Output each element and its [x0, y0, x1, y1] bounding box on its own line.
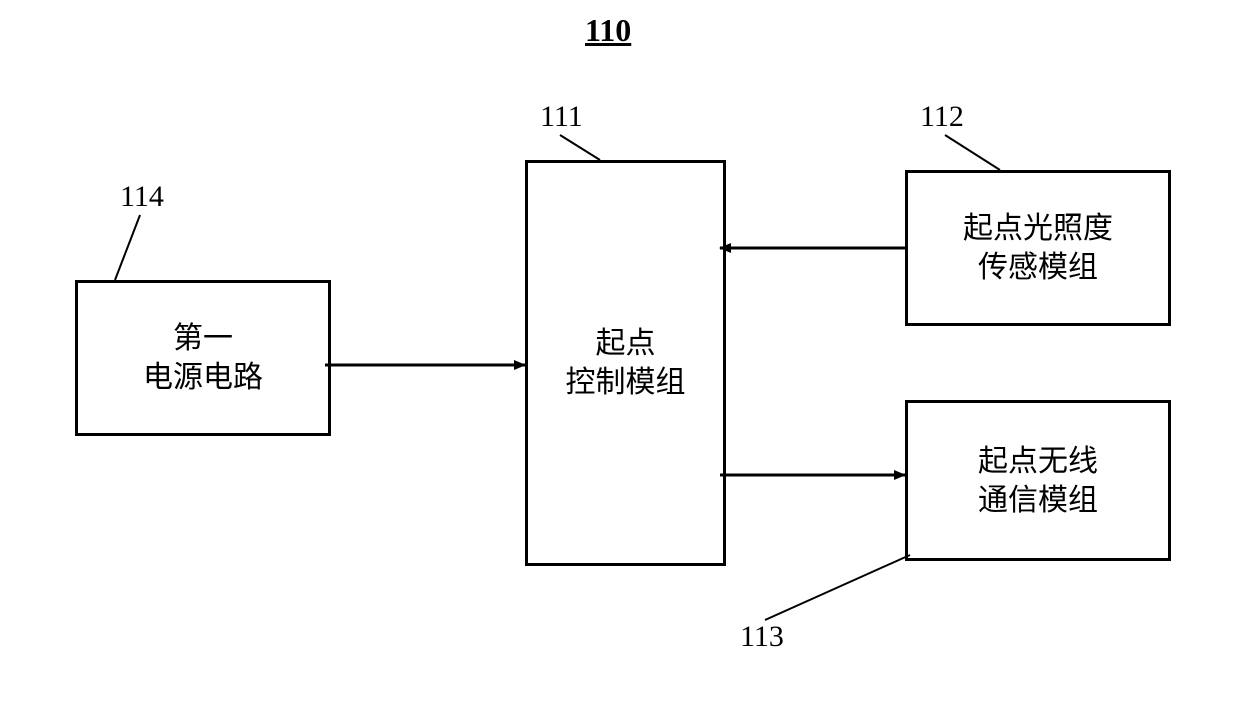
ref-label-114: 114 — [120, 180, 164, 214]
node-light-sensor-line2: 传感模组 — [978, 248, 1098, 287]
node-power-circuit: 第一 电源电路 — [75, 280, 331, 436]
leader-n113 — [765, 555, 910, 620]
node-power-circuit-line1: 第一 — [173, 319, 233, 358]
leader-n111 — [560, 135, 600, 160]
ref-label-112: 112 — [920, 100, 964, 134]
leader-n112 — [945, 135, 1000, 170]
node-light-sensor: 起点光照度 传感模组 — [905, 170, 1171, 326]
node-wireless-comm-line2: 通信模组 — [978, 481, 1098, 520]
node-wireless-comm-line1: 起点无线 — [978, 442, 1098, 481]
ref-label-113: 113 — [740, 620, 784, 654]
node-control-module-line1: 起点 — [596, 324, 656, 363]
node-light-sensor-line1: 起点光照度 — [963, 209, 1113, 248]
node-power-circuit-line2: 电源电路 — [143, 358, 263, 397]
leader-n114 — [115, 215, 140, 280]
node-control-module: 起点 控制模组 — [525, 160, 726, 566]
node-wireless-comm: 起点无线 通信模组 — [905, 400, 1171, 561]
ref-label-111: 111 — [540, 100, 583, 134]
node-control-module-line2: 控制模组 — [566, 363, 686, 402]
figure-title: 110 — [585, 12, 631, 49]
